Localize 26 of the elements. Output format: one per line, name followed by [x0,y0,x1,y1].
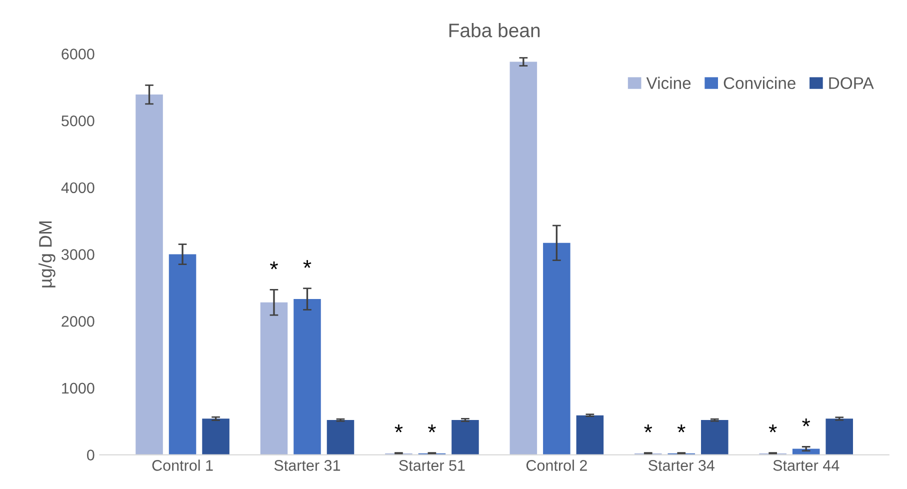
annotation: * [303,260,312,268]
x-tick-label: Starter 44 [773,460,840,471]
y-tick-label: 2000 [62,316,94,327]
y-tick-label: 1000 [62,382,94,394]
legend-label: Vicine [646,76,691,90]
y-tick-label: 3000 [62,249,94,260]
x-tick-label: Control 2 [526,460,587,471]
y-tick-label: 5000 [62,115,94,126]
annotation: * [677,424,686,432]
legend-label: DOPA [829,77,874,90]
x-tick-label: Starter 51 [399,460,465,471]
annotation: * [644,424,652,432]
chart-title: Faba bean [449,23,540,38]
legend-label: Convicine [724,76,796,90]
y-tick-label: 4000 [61,182,94,194]
annotation: * [768,424,777,432]
x-tick-label: Control 1 [152,460,213,471]
y-axis-title: µg/g DM [38,221,56,288]
x-tick-label: Starter 31 [274,460,340,471]
annotation: * [802,418,810,426]
annotation: * [428,424,436,432]
y-tick-label: 6000 [62,48,94,60]
annotation: * [270,261,278,270]
x-tick-label: Starter 34 [648,460,714,471]
annotation: * [394,424,403,432]
y-tick-label: 0 [87,450,94,460]
